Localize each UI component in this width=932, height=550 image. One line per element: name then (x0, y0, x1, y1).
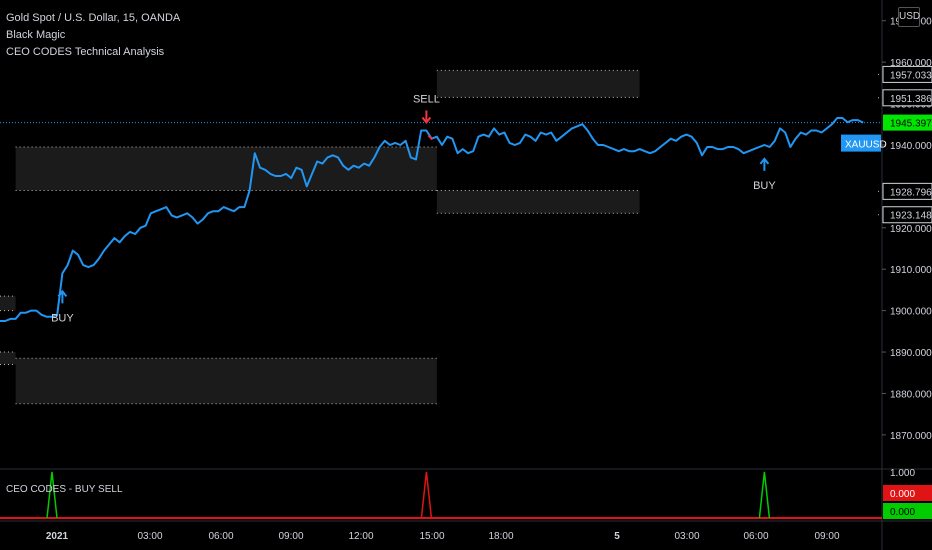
symbol-tag-box (841, 134, 881, 152)
y-tick-label: 1870.000 (890, 431, 932, 442)
x-tick-label: 03:00 (674, 531, 699, 542)
chart-legend: Gold Spot / U.S. Dollar, 15, OANDA Black… (6, 10, 180, 61)
zone-box (436, 190, 640, 214)
buy-label: BUY (51, 312, 74, 324)
symbol-tag: XAUUSD (845, 140, 887, 151)
buy-arrow-icon (57, 289, 68, 297)
signal-spike (758, 471, 771, 519)
x-tick-label: 18:00 (488, 531, 513, 542)
x-tick-label: 06:00 (743, 531, 768, 542)
y-tick-label: 1900.000 (890, 307, 932, 318)
x-tick-label: 09:00 (278, 531, 303, 542)
indicator-black-magic: Black Magic (6, 29, 66, 41)
price-label-box (882, 65, 932, 83)
zone-box (15, 358, 437, 404)
price-label: 1923.148 (890, 211, 932, 222)
x-tick-label: 09:00 (814, 531, 839, 542)
sell-arrow-icon (421, 116, 432, 125)
price-label: 1928.796 (890, 187, 932, 198)
zone-box (436, 70, 640, 98)
sell-marker (427, 134, 434, 141)
buy-arrow-icon (759, 157, 770, 165)
sub-value-box (883, 485, 932, 501)
signal-spike (46, 471, 58, 519)
price-label-box (882, 89, 932, 107)
price-label: 1951.386 (890, 94, 932, 105)
sub-value-label: 0.000 (890, 507, 915, 518)
y-tick-label: 1880.000 (890, 389, 932, 400)
price-label-box (882, 182, 932, 200)
y-tick-label: 1940.000 (890, 141, 932, 152)
sub-pane-title: CEO CODES - BUY SELL (6, 484, 123, 495)
buy-label: BUY (753, 180, 776, 192)
zone-box (15, 147, 437, 191)
zone-box (0, 352, 16, 365)
price-label-box (883, 114, 932, 131)
sub-value-box (883, 503, 932, 519)
y-tick-label: 1890.000 (890, 348, 932, 359)
signal-spike (420, 471, 433, 519)
x-tick-label: 06:00 (208, 531, 233, 542)
y-tick-label: 1960.000 (890, 58, 932, 69)
symbol-title: Gold Spot / U.S. Dollar, 15, OANDA (6, 12, 181, 24)
x-tick-label: 5 (614, 531, 620, 542)
sub-value-label: 0.000 (890, 489, 915, 500)
zone-box (0, 296, 16, 311)
currency-button[interactable]: USD (898, 7, 920, 27)
x-tick-label: 15:00 (419, 531, 444, 542)
x-tick-label: 2021 (46, 531, 69, 542)
y-tick-label: 1920.000 (890, 224, 932, 235)
price-label-box (882, 206, 932, 224)
price-label: 1957.033 (890, 70, 932, 81)
x-tick-label: 12:00 (348, 531, 373, 542)
y-tick-label: 1910.000 (890, 265, 932, 276)
sub-y-tick-label: 1.000 (890, 468, 915, 479)
price-label: 1945.397 (890, 119, 932, 130)
x-tick-label: 03:00 (137, 531, 162, 542)
sell-label: SELL (413, 93, 440, 105)
indicator-ceo-codes: CEO CODES Technical Analysis (6, 46, 165, 58)
